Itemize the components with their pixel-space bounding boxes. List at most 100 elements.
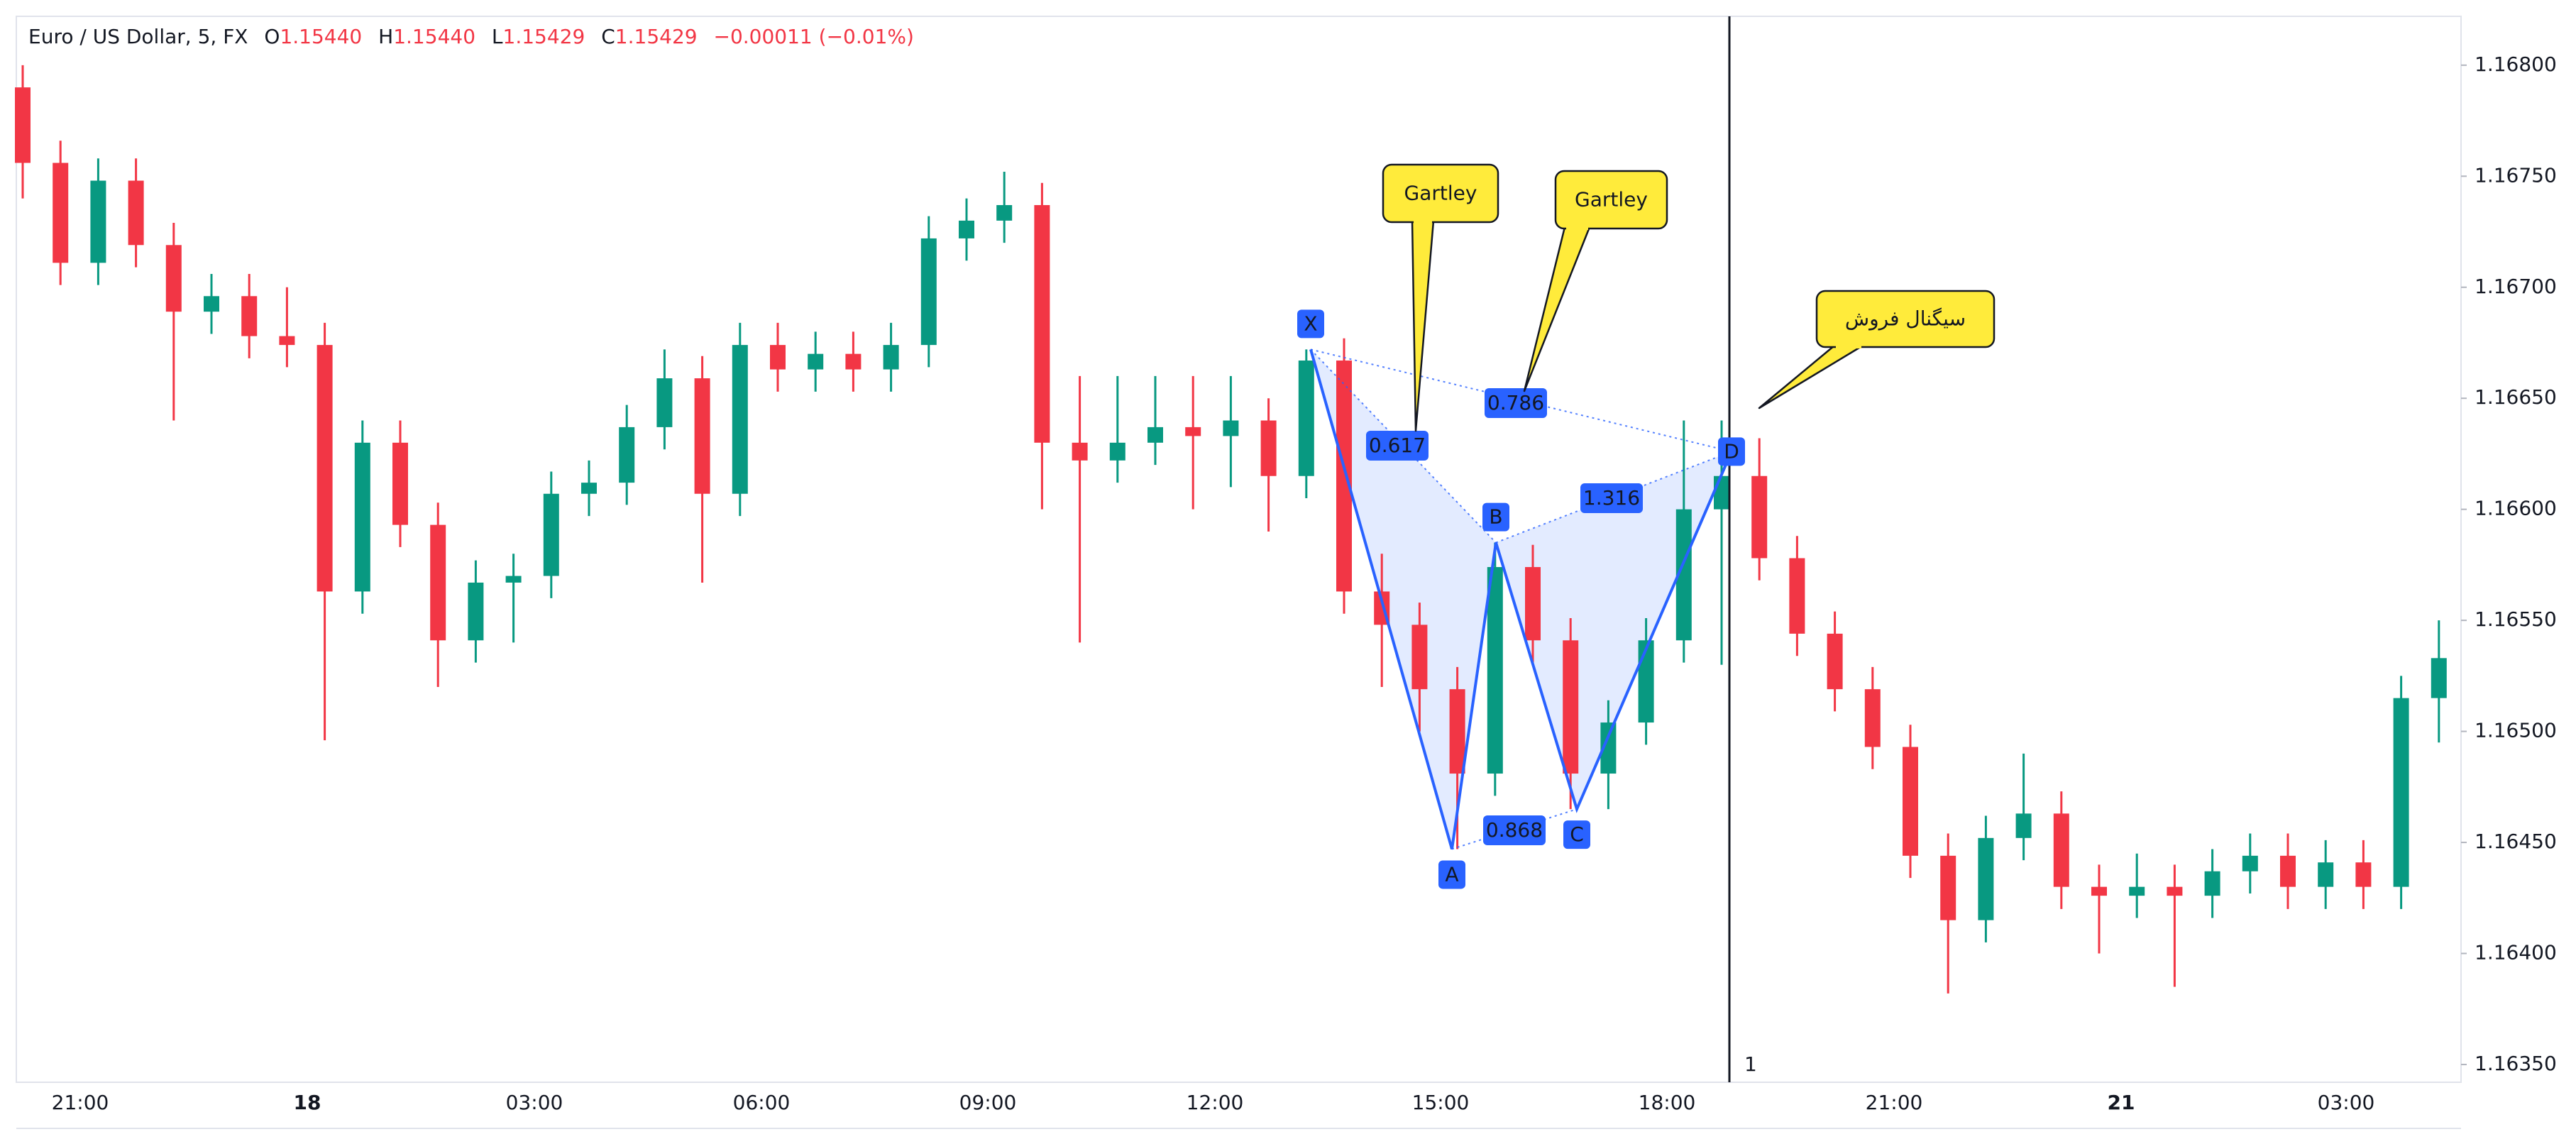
candle-body bbox=[1903, 747, 1918, 856]
candle-body bbox=[543, 493, 559, 576]
candle-body bbox=[128, 180, 144, 246]
vertical-line-label: 1 bbox=[1744, 1052, 1757, 1076]
candle-body bbox=[1864, 689, 1881, 747]
candle-body bbox=[1600, 722, 1617, 774]
ratio-label-box bbox=[1366, 431, 1429, 461]
callout-tail bbox=[1523, 226, 1591, 392]
ratio-label: 0.786 bbox=[1487, 391, 1544, 414]
callout-box bbox=[1815, 290, 1996, 348]
candle-body bbox=[1487, 567, 1503, 774]
candle-body bbox=[430, 524, 446, 641]
candle-body bbox=[770, 345, 786, 370]
high-label: H bbox=[378, 25, 393, 48]
x-tick-label: 18:00 bbox=[1639, 1091, 1696, 1114]
candle-body bbox=[392, 442, 408, 525]
y-tick-label: 1.16600 bbox=[2475, 497, 2557, 520]
callout-box bbox=[1554, 170, 1668, 230]
x-tick-label: 03:00 bbox=[2318, 1091, 2375, 1114]
candle-body bbox=[1525, 567, 1541, 641]
candle-body bbox=[2431, 658, 2447, 698]
high-value: 1.15440 bbox=[393, 25, 475, 48]
candle-body bbox=[2129, 886, 2145, 896]
low-value: 1.15429 bbox=[503, 25, 585, 48]
callout-tail bbox=[1758, 344, 1864, 409]
candle-body bbox=[1978, 837, 1994, 920]
candle-body bbox=[241, 296, 258, 336]
candle-body bbox=[1411, 625, 1428, 690]
candle-body bbox=[959, 220, 974, 238]
point-label: X bbox=[1304, 312, 1317, 335]
point-label: B bbox=[1489, 505, 1502, 529]
point-label: D bbox=[1724, 439, 1739, 463]
callout-seam bbox=[1566, 226, 1588, 230]
point-label-box bbox=[1482, 502, 1509, 532]
symbol: Euro / US Dollar, 5, FX bbox=[28, 25, 248, 48]
close-label: C bbox=[601, 25, 615, 48]
pattern-ratio-line bbox=[1310, 348, 1497, 544]
candle-body bbox=[2280, 855, 2296, 887]
candle-body bbox=[656, 378, 673, 427]
callout-box bbox=[1382, 163, 1499, 224]
point-label-box bbox=[1563, 820, 1590, 849]
x-tick-label: 21:00 bbox=[52, 1091, 109, 1114]
ratio-label-box bbox=[1580, 483, 1643, 513]
candle-body bbox=[15, 87, 31, 163]
candle-body bbox=[1751, 475, 1768, 559]
change: −0.00011 (−0.01%) bbox=[714, 25, 914, 48]
legend-header: Euro / US Dollar, 5, FX O1.15440 H1.1544… bbox=[28, 25, 914, 48]
x-tick-label: 03:00 bbox=[506, 1091, 563, 1114]
candle-body bbox=[920, 238, 937, 346]
plot-frame bbox=[16, 16, 2462, 1083]
candle-body bbox=[883, 345, 899, 370]
point-label-box bbox=[1297, 309, 1324, 339]
callout-tail bbox=[1411, 220, 1435, 432]
candle-body bbox=[505, 576, 522, 583]
candle-body bbox=[1827, 633, 1843, 690]
candle-body bbox=[354, 442, 370, 592]
point-label: C bbox=[1570, 823, 1584, 846]
candle-body bbox=[1789, 558, 1805, 634]
ratio-label: 1.316 bbox=[1583, 486, 1640, 510]
candle-body bbox=[2204, 871, 2220, 896]
x-tick-label: 15:00 bbox=[1412, 1091, 1470, 1114]
candle-body bbox=[1638, 640, 1654, 723]
candle-body bbox=[1563, 640, 1579, 774]
candle-body bbox=[468, 582, 484, 641]
candle-body bbox=[694, 378, 710, 494]
candle-body bbox=[2053, 813, 2069, 887]
y-tick-label: 1.16700 bbox=[2475, 275, 2557, 298]
candle-body bbox=[165, 245, 182, 312]
candle-body bbox=[1147, 427, 1163, 443]
close-value: 1.15429 bbox=[615, 25, 698, 48]
candle-body bbox=[2167, 886, 2183, 896]
candle-body bbox=[1072, 442, 1088, 461]
y-tick-label: 1.16750 bbox=[2475, 163, 2557, 187]
y-tick-label: 1.16550 bbox=[2475, 607, 2557, 631]
candle-body bbox=[732, 345, 748, 494]
y-tick-label: 1.16800 bbox=[2475, 53, 2557, 76]
candle-body bbox=[581, 483, 597, 494]
candle-body bbox=[1714, 475, 1729, 510]
candle-body bbox=[2355, 862, 2372, 887]
candle-body bbox=[1298, 361, 1314, 476]
candle-body bbox=[1109, 442, 1125, 461]
x-tick-label: 06:00 bbox=[733, 1091, 791, 1114]
ratio-label-box bbox=[1485, 388, 1547, 418]
x-tick-label: 12:00 bbox=[1187, 1091, 1244, 1114]
low-label: L bbox=[492, 25, 503, 48]
y-tick-label: 1.16400 bbox=[2475, 941, 2557, 964]
open-label: O bbox=[264, 25, 280, 48]
ratio-label-box bbox=[1483, 815, 1546, 845]
candle-body bbox=[808, 353, 824, 370]
candle-body bbox=[2393, 698, 2409, 887]
candle-body bbox=[279, 336, 295, 346]
point-label-box bbox=[1718, 437, 1745, 466]
candle-body bbox=[2318, 862, 2334, 887]
candle-body bbox=[996, 204, 1013, 221]
candle-body bbox=[2242, 855, 2258, 871]
y-tick-label: 1.16450 bbox=[2475, 830, 2557, 853]
x-tick-label: 09:00 bbox=[959, 1091, 1017, 1114]
x-tick-label: 21 bbox=[2108, 1091, 2135, 1114]
